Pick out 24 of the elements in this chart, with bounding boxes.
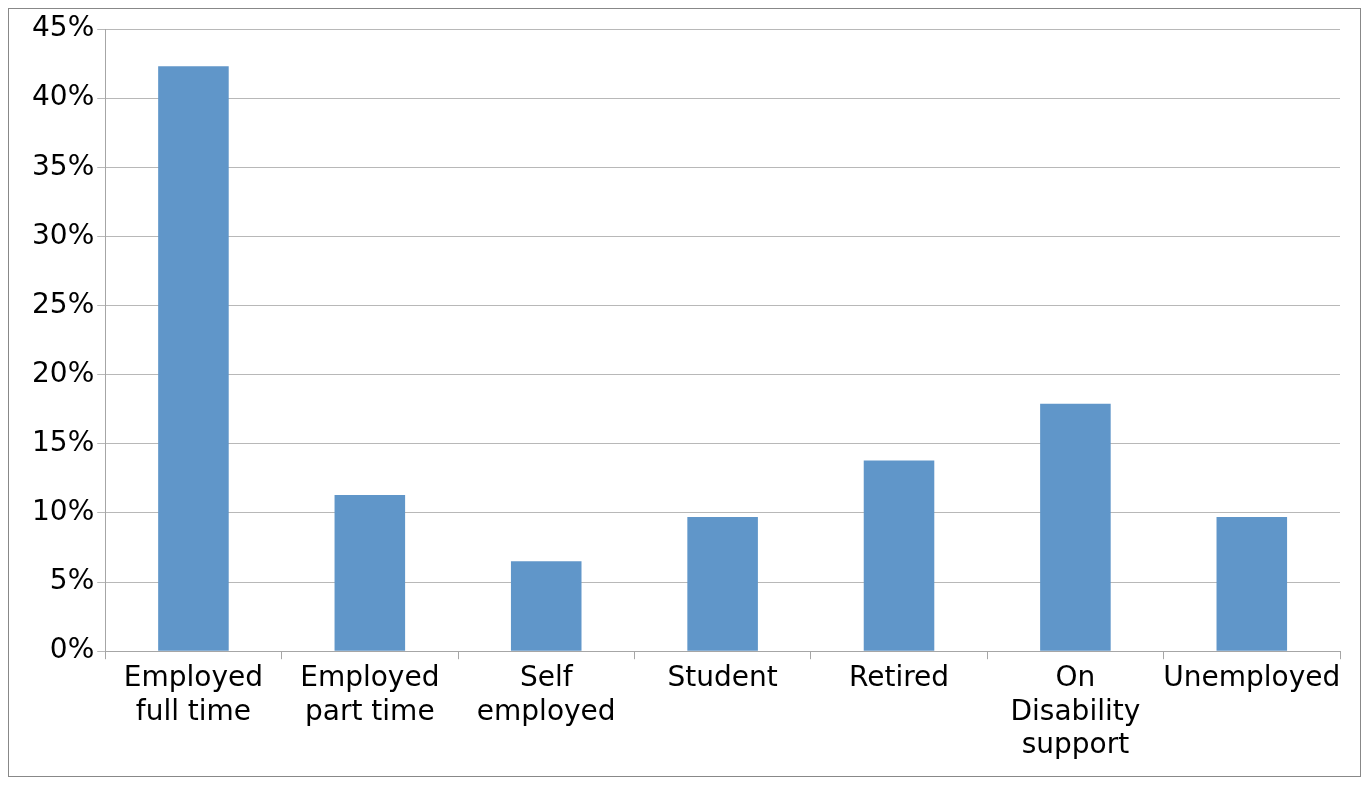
x-tick-label: Unemployed — [1163, 660, 1341, 694]
y-tick-label: 35% — [32, 148, 95, 182]
x-tick-label: Employed part time — [300, 660, 440, 727]
bar — [687, 517, 758, 651]
x-tick-label: Employed full time — [123, 660, 264, 727]
y-tick-label: 10% — [32, 494, 95, 528]
x-tick-label: Student — [667, 660, 778, 694]
bar — [158, 66, 229, 651]
y-tick-label: 30% — [32, 217, 95, 251]
x-tick-label: Self employed — [476, 660, 616, 727]
bar — [1216, 517, 1288, 651]
y-tick-label: 20% — [32, 355, 95, 389]
y-tick-label: 15% — [32, 425, 95, 459]
y-tick-label: 25% — [32, 286, 95, 320]
bar — [510, 561, 582, 651]
bar — [863, 460, 935, 651]
x-tick-label: On Disability support — [1010, 660, 1141, 761]
bar — [1040, 403, 1111, 651]
bar — [334, 494, 406, 651]
y-tick-label: 5% — [49, 563, 95, 597]
x-tick-label: Retired — [848, 660, 950, 694]
y-tick-label: 40% — [32, 79, 95, 113]
y-tick-label: 45% — [32, 10, 95, 44]
y-tick-label: 0% — [49, 632, 95, 666]
